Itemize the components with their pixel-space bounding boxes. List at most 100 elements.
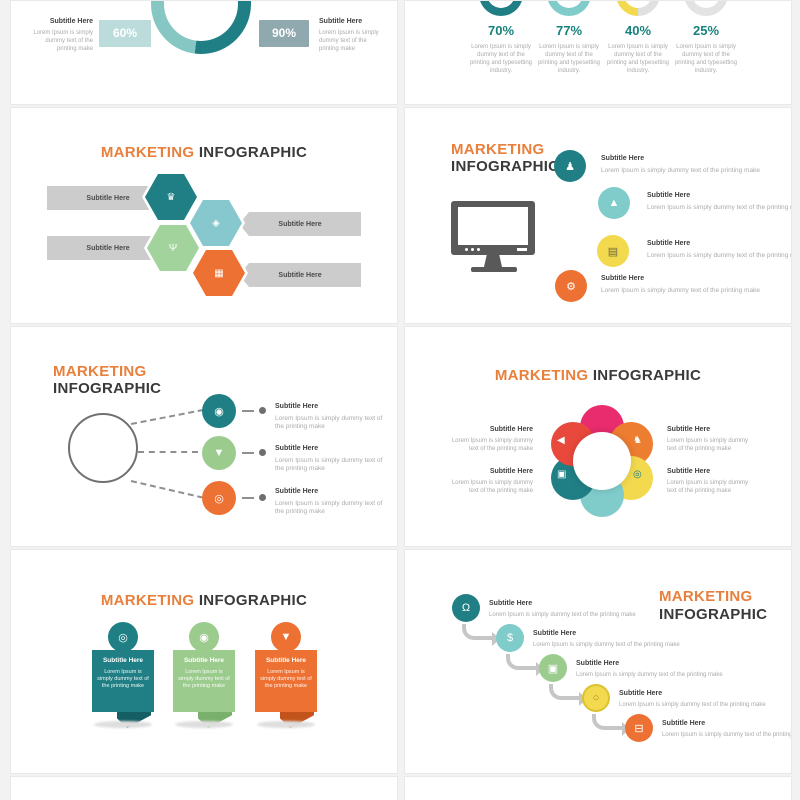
stat-ring: [684, 1, 728, 16]
donut-chart: [151, 1, 251, 54]
cart-icon: ⊟: [634, 722, 644, 735]
subtitle-label: Subtitle Here: [183, 657, 225, 664]
monitor-dot: [471, 248, 474, 251]
hexagon-step: ▦: [190, 247, 248, 299]
title-main: INFOGRAPHIC: [198, 592, 308, 609]
flower-center: [573, 432, 631, 490]
subtitle-label: Subtitle Here: [102, 657, 144, 664]
subtitle-label: Subtitle Here: [601, 275, 645, 282]
elbow-arrow: [506, 654, 544, 676]
step-circle: $: [496, 624, 524, 652]
hub-circle: [68, 413, 138, 483]
slide-thumbnail-branches[interactable]: MARKETING INFOGRAPHIC ◉ ▼ ◎ Subtitle Her…: [10, 326, 398, 547]
slide-title: MARKETING INFOGRAPHIC: [11, 144, 397, 161]
body-text: Lorem Ipsum is simply dummy text of the …: [451, 438, 533, 452]
body-text: Lorem Ipsum is simply dummy text of the …: [489, 612, 636, 618]
slide-thumbnail-hexagons[interactable]: MARKETING INFOGRAPHIC Subtitle Here Subt…: [10, 107, 398, 324]
title-accent: MARKETING: [53, 363, 147, 380]
subtitle-label: Subtitle Here: [533, 630, 577, 637]
ribbon-circle: ◎: [108, 622, 138, 652]
connector-dot: [259, 449, 266, 456]
document-icon: ▤: [607, 245, 619, 258]
title-accent: MARKETING: [494, 367, 589, 384]
slide-thumbnail-partial[interactable]: [404, 776, 792, 800]
body-text: Lorem Ipsum is simply dummy text of the …: [619, 702, 766, 708]
stat-ring: [479, 1, 523, 16]
ribbon-circle: ▼: [271, 622, 301, 652]
percent-box-90: 90%: [259, 20, 309, 47]
elbow-arrow: [592, 714, 630, 736]
body-text: Lorem Ipsum is simply dummy text of the …: [469, 44, 533, 74]
step-circle: ▤: [597, 235, 629, 267]
stat-ring: [547, 1, 591, 16]
hexagon-step: ◈: [187, 197, 245, 249]
body-text: Lorem Ipsum is simply dummy text of the …: [667, 438, 749, 452]
stat-value: 40%: [624, 23, 652, 38]
slide-thumbnail-stat-rings[interactable]: 70% 77% 40% 25% Lorem Ipsum is simply du…: [404, 0, 792, 105]
subtitle-label: Subtitle Here: [647, 192, 691, 199]
subtitle-label: Subtitle Here: [265, 657, 307, 664]
monitor-screen-area: [458, 207, 528, 245]
step-circle: ⚙: [555, 270, 587, 302]
branch-circle: ◉: [202, 394, 236, 428]
slide-title: MARKETING INFOGRAPHIC: [405, 367, 791, 384]
eye-icon: ◉: [214, 405, 224, 418]
slide-thumbnail-ribbons[interactable]: MARKETING INFOGRAPHIC ◎ Subtitle Here Lo…: [10, 549, 398, 774]
monitor-button: [517, 248, 527, 251]
branch-circle: ◎: [202, 481, 236, 515]
ribbon-card: [255, 650, 317, 712]
body-text: Lorem Ipsum is simply dummy text of the …: [662, 732, 792, 738]
connector-line: [242, 452, 254, 454]
title-accent: MARKETING: [451, 141, 545, 158]
slide-title: MARKETING INFOGRAPHIC: [53, 363, 161, 397]
step-circle: ⊟: [625, 714, 653, 742]
subtitle-label: Subtitle Here: [619, 690, 663, 697]
stat-value: 77%: [555, 23, 583, 38]
elbow-arrow: [549, 684, 587, 706]
subtitle-label: Subtitle Here: [275, 488, 319, 495]
step-circle: ▲: [598, 187, 630, 219]
body-text: Lorem Ipsum is simply dummy text of the …: [275, 415, 383, 430]
megaphone-icon: ◀: [557, 435, 565, 446]
title-accent: MARKETING: [100, 144, 195, 161]
ribbon-circle: ◉: [189, 622, 219, 652]
subtitle-label: Subtitle Here: [662, 720, 706, 727]
slide-title: MARKETING INFOGRAPHIC: [659, 588, 767, 624]
subtitle-label: Subtitle Here: [49, 18, 93, 25]
pyramid-icon: ▲: [608, 197, 620, 209]
subtitle-bar: Subtitle Here: [239, 263, 361, 287]
step-circle: ○: [582, 684, 610, 712]
subtitle-label: Subtitle Here: [576, 660, 620, 667]
subtitle-bar: Subtitle Here: [239, 212, 361, 236]
subtitle-label: Subtitle Here: [489, 600, 533, 607]
body-text: Lorem Ipsum is simply dummy text of the …: [33, 30, 93, 52]
slide-thumbnail-staircase[interactable]: MARKETING INFOGRAPHIC Ω $ ▣ ○ ⊟ Subtitle…: [404, 549, 792, 774]
shadow-ellipse: [257, 721, 315, 728]
body-text: Lorem Ipsum is simply dummy text of the …: [275, 457, 383, 472]
connector-line: [130, 480, 204, 499]
body-text: Lorem Ipsum is simply dummy text of the …: [667, 480, 749, 494]
body-text: Lorem Ipsum is simply dummy text of the …: [533, 642, 680, 648]
slide-thumbnail-partial[interactable]: [10, 776, 398, 800]
connector-dot: [259, 494, 266, 501]
hierarchy-icon: ♟: [565, 160, 575, 173]
subtitle-label: Subtitle Here: [319, 18, 363, 25]
stat-value: 70%: [487, 23, 515, 38]
slide-title: MARKETING INFOGRAPHIC: [451, 141, 559, 175]
funnel-icon: ▼: [280, 631, 292, 643]
slide-thumbnail-flower[interactable]: MARKETING INFOGRAPHIC ◀ ♞ ▣ ◎ Subtitle H…: [404, 326, 792, 547]
step-circle: Ω: [452, 594, 480, 622]
title-main: INFOGRAPHIC: [198, 144, 308, 161]
connector-dot: [259, 407, 266, 414]
body-text: Lorem Ipsum is simply dummy text of the …: [178, 669, 230, 689]
eye-icon: ◉: [199, 631, 209, 644]
elbow-arrow: [462, 624, 500, 646]
title-accent: MARKETING: [100, 592, 195, 609]
subtitle-label: Subtitle Here: [667, 426, 711, 433]
slide-thumbnail-monitor[interactable]: MARKETING INFOGRAPHIC ♟ ▲ ▤ ⚙ Subtitle H…: [404, 107, 792, 324]
slide-thumbnail-donut-percent[interactable]: Subtitle Here Lorem Ipsum is simply dumm…: [10, 0, 398, 105]
title-main: INFOGRAPHIC: [451, 158, 560, 175]
monitor-stand: [484, 255, 502, 267]
subtitle-label: Subtitle Here: [601, 155, 645, 162]
headset-icon: Ω: [461, 602, 471, 614]
